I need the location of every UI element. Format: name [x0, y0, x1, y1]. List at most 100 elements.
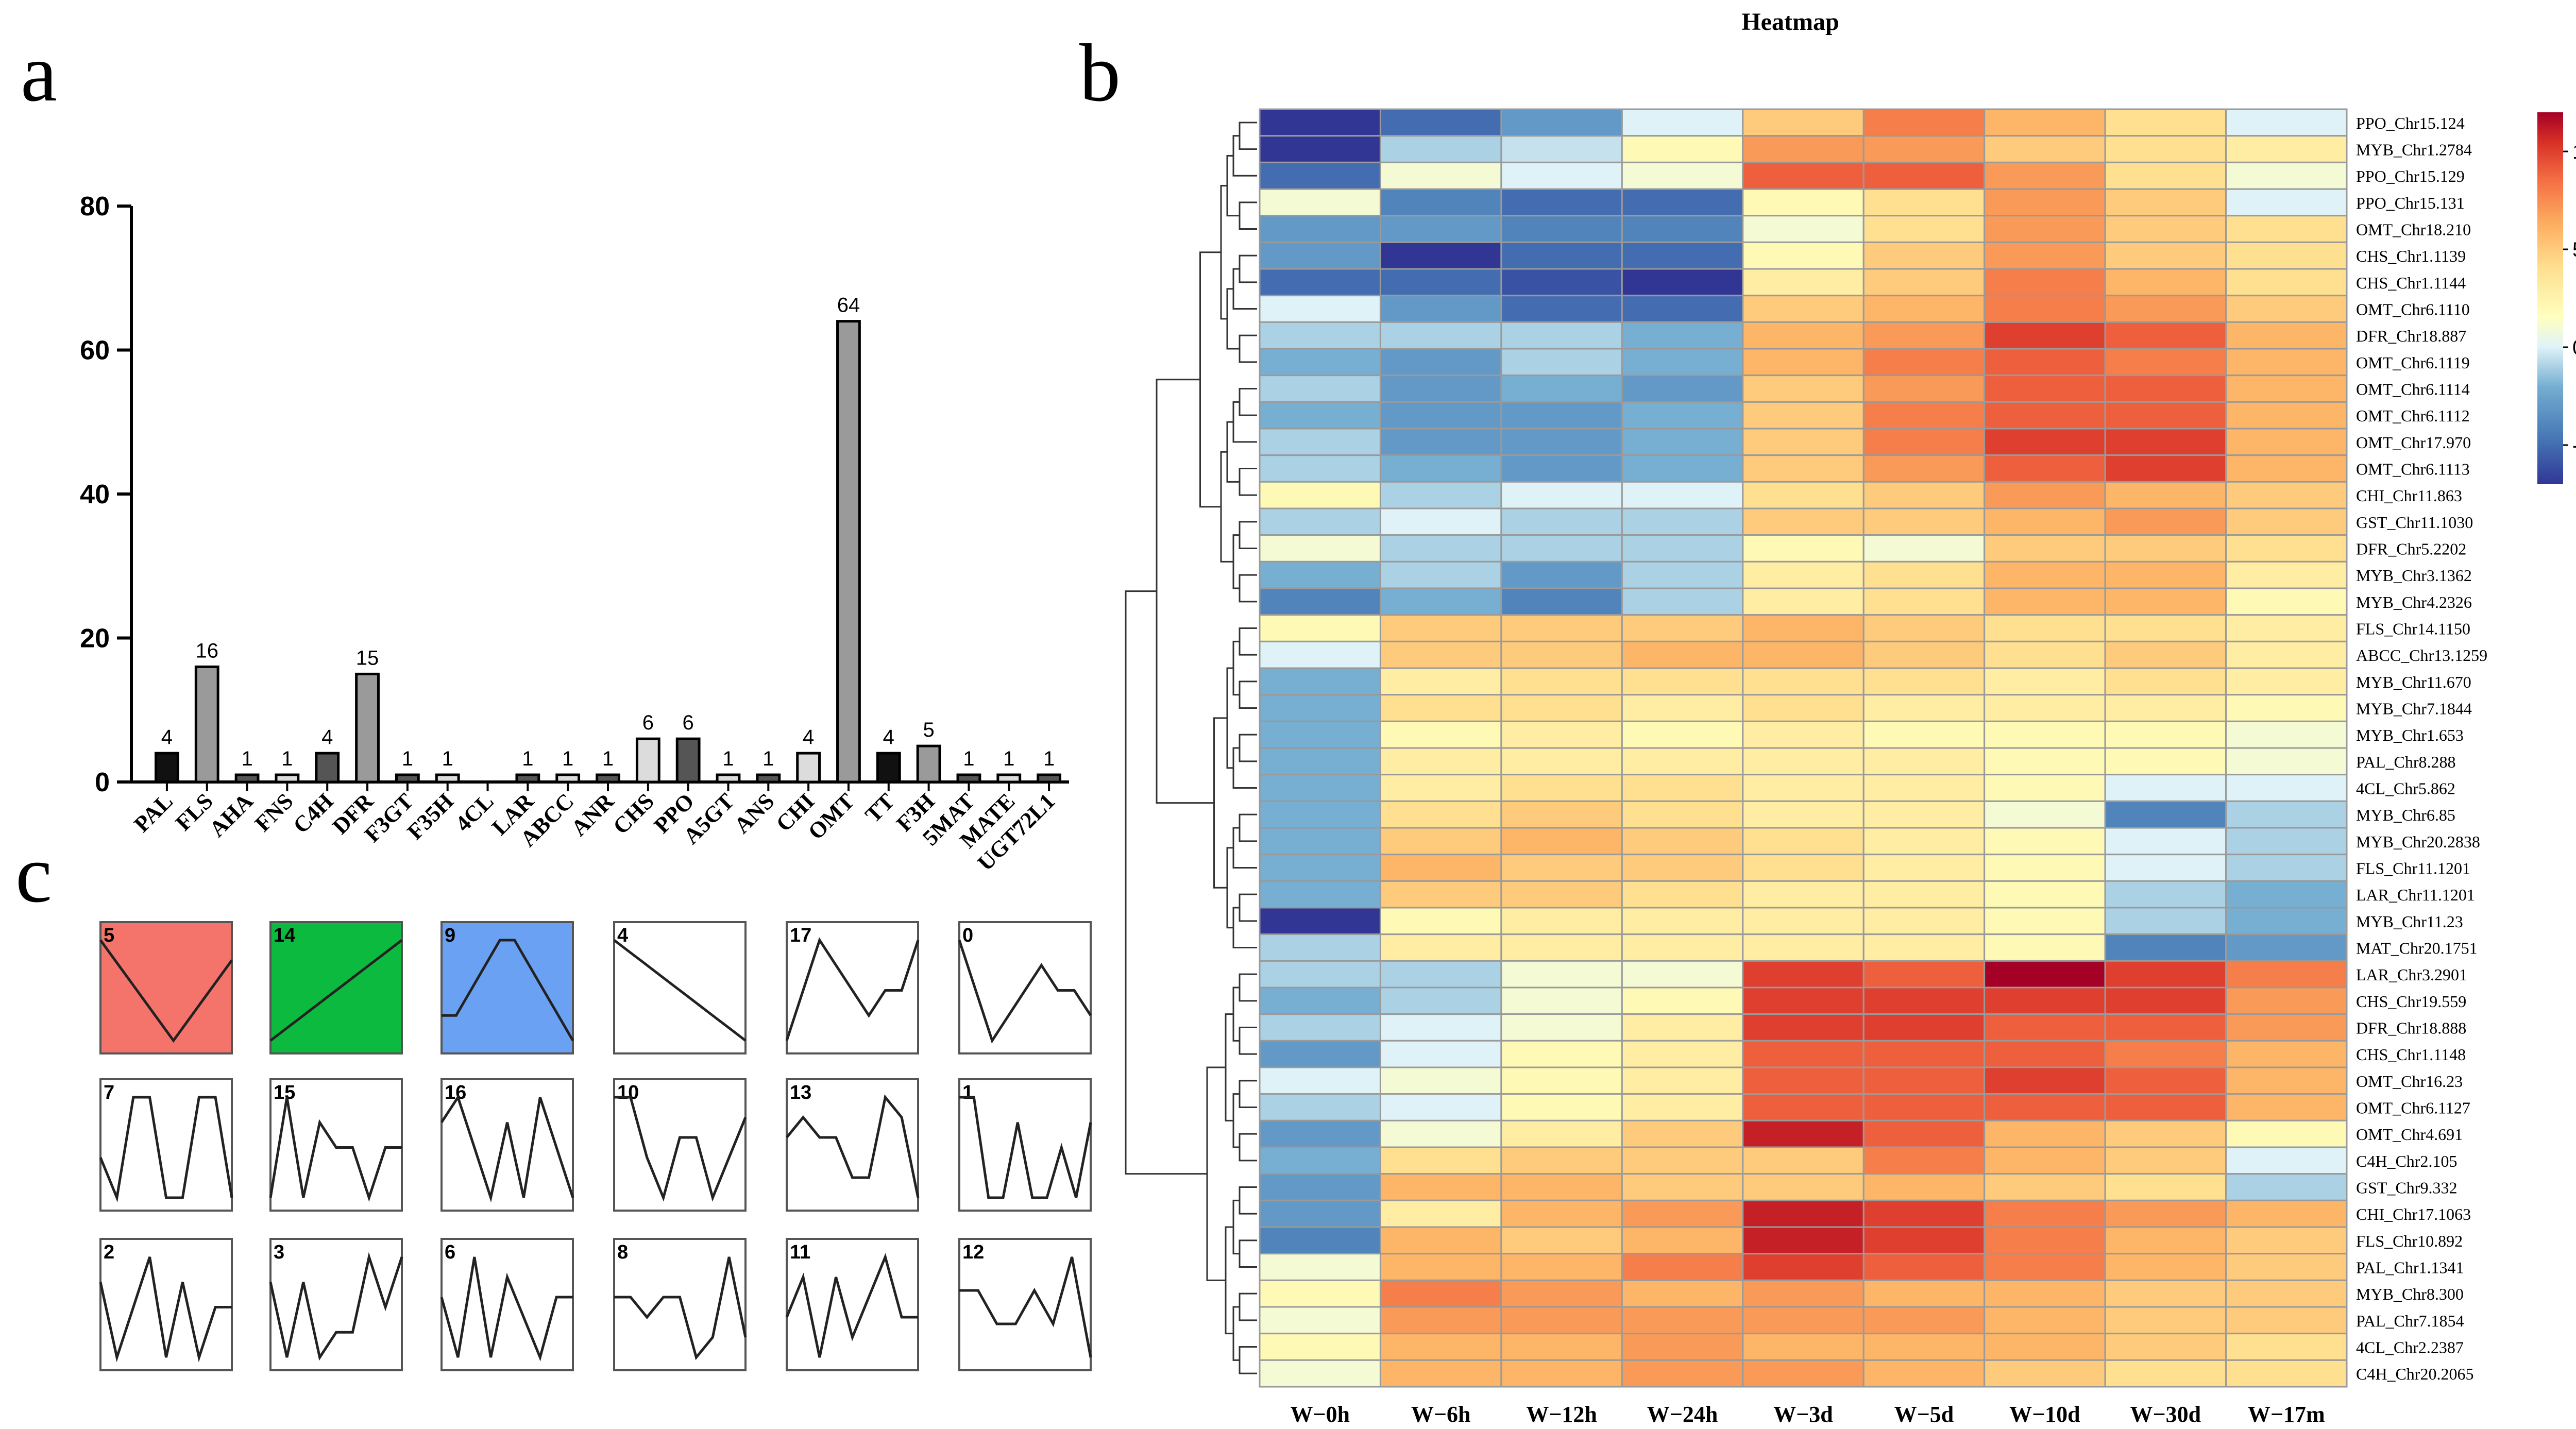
heatmap-cell: [1379, 960, 1502, 989]
heatmap-cell: [1621, 161, 1744, 190]
bar-value-label: 5: [923, 719, 934, 741]
bar-c4h: [315, 752, 340, 784]
heatmap-cell: [1742, 428, 1865, 456]
heatmap-cell: [1259, 640, 1381, 669]
dendrogram-link: [1199, 251, 1221, 508]
heatmap-cell: [1742, 321, 1865, 350]
heatmap-cell: [1742, 1333, 1865, 1361]
heatmap-cell: [2104, 188, 2227, 217]
row-label: PAL_Chr1.1341: [2356, 1258, 2464, 1277]
heatmap-cell: [1379, 401, 1502, 430]
dendrogram-link: [1239, 334, 1257, 363]
heatmap-cell: [1379, 1199, 1502, 1228]
heatmap-cell: [1259, 933, 1381, 962]
bar-value-label: 4: [161, 726, 173, 748]
heatmap-cell: [1500, 587, 1623, 616]
dendrogram-link: [1239, 388, 1257, 416]
row-label: ABCC_Chr13.1259: [2356, 646, 2487, 665]
dendrogram-link: [1232, 986, 1240, 1042]
heatmap-cell: [2225, 747, 2348, 776]
heatmap-cell: [2225, 188, 2348, 217]
heatmap-cell: [1621, 1119, 1744, 1148]
heatmap-cell: [1742, 640, 1865, 669]
trend-panel-label: 9: [445, 925, 455, 946]
row-label: OMT_Chr6.1127: [2356, 1099, 2470, 1117]
heatmap-cell: [2225, 960, 2348, 989]
row-label: PPO_Chr15.131: [2356, 194, 2465, 212]
dendrogram-link: [1239, 574, 1257, 603]
heatmap-cell: [1500, 161, 1623, 190]
heatmap-cell: [1742, 880, 1865, 909]
heatmap-cells: [1259, 108, 2348, 1388]
trend-line: [269, 1252, 403, 1361]
heatmap-cell: [1259, 1279, 1381, 1308]
heatmap-cell: [1862, 135, 1986, 163]
heatmap-cell: [1259, 1093, 1381, 1121]
heatmap-cell: [2104, 587, 2227, 616]
heatmap-cell: [2104, 720, 2227, 749]
heatmap-cell: [1621, 827, 1744, 856]
heatmap-cell: [1862, 933, 1986, 962]
bar-fns: [275, 773, 300, 784]
heatmap-cell: [2104, 534, 2227, 563]
heatmap-cell: [2104, 215, 2227, 243]
trend-line: [959, 1256, 1092, 1358]
dendrogram-link: [1232, 1199, 1240, 1255]
heatmap-cell: [2104, 241, 2227, 270]
heatmap-cell: [1621, 986, 1744, 1015]
heatmap-cell: [1984, 667, 2106, 696]
heatmap-cell: [1984, 720, 2106, 749]
row-label: OMT_Chr6.1114: [2356, 380, 2470, 399]
heatmap-cell: [1259, 454, 1381, 483]
heatmap-cell: [1621, 375, 1744, 403]
heatmap-cell: [1862, 694, 1986, 722]
bar-value-label: 1: [722, 747, 734, 770]
heatmap-cell: [1984, 560, 2106, 589]
row-label: OMT_Chr18.210: [2356, 220, 2471, 239]
heatmap-cell: [1984, 960, 2106, 989]
y-tick-label: 40: [80, 480, 110, 509]
heatmap-cell: [1984, 1199, 2106, 1228]
trend-line: [269, 1097, 402, 1202]
y-tick-label: 80: [80, 192, 110, 222]
bar-dfr: [355, 672, 380, 784]
heatmap-cell: [1621, 215, 1744, 243]
trend-panel-15: 15: [269, 1078, 403, 1212]
trend-panel-4: 4: [613, 921, 747, 1054]
row-label: C4H_Chr2.105: [2356, 1152, 2457, 1170]
dendrogram-link: [1239, 893, 1257, 922]
trend-line: [785, 937, 920, 1041]
heatmap-cell: [1742, 986, 1865, 1015]
heatmap-cell: [1259, 161, 1381, 190]
heatmap-cell: [1621, 534, 1744, 563]
heatmap-cell: [1621, 907, 1744, 935]
heatmap-cell: [2225, 401, 2348, 430]
heatmap-cell: [1379, 694, 1502, 722]
bar-value-label: 4: [883, 726, 894, 748]
heatmap-cell: [1984, 986, 2106, 1015]
heatmap-cell: [1862, 986, 1986, 1015]
dendrogram-link: [1125, 590, 1207, 1175]
heatmap-cell: [1984, 534, 2106, 563]
heatmap-cell: [1379, 1253, 1502, 1281]
trend-panel-label: 3: [274, 1241, 284, 1263]
heatmap-cell: [2104, 1066, 2227, 1095]
heatmap-cell: [2104, 1253, 2227, 1281]
heatmap-cell: [1742, 800, 1865, 829]
heatmap-cell: [1259, 960, 1381, 989]
heatmap-cell: [1259, 880, 1381, 909]
heatmap-cell: [1862, 1013, 1986, 1042]
bar-value-label: 1: [762, 747, 774, 770]
heatmap-cell: [1621, 880, 1744, 909]
heatmap-labels: PPO_Chr15.124 MYB_Chr1.2784 PPO_Chr15.129 P…: [1290, 114, 2487, 1427]
heatmap-cell: [1259, 694, 1381, 722]
heatmap-cell: [1742, 933, 1865, 962]
heatmap-cell: [1862, 321, 1986, 350]
bar-a5gt: [716, 773, 741, 784]
heatmap-cell: [1259, 215, 1381, 243]
heatmap-cell: [2104, 960, 2227, 989]
trend-line: [99, 1256, 232, 1363]
heatmap-cell: [1984, 1013, 2106, 1042]
heatmap-cell: [1379, 428, 1502, 456]
bar-value-label: 4: [321, 726, 333, 748]
